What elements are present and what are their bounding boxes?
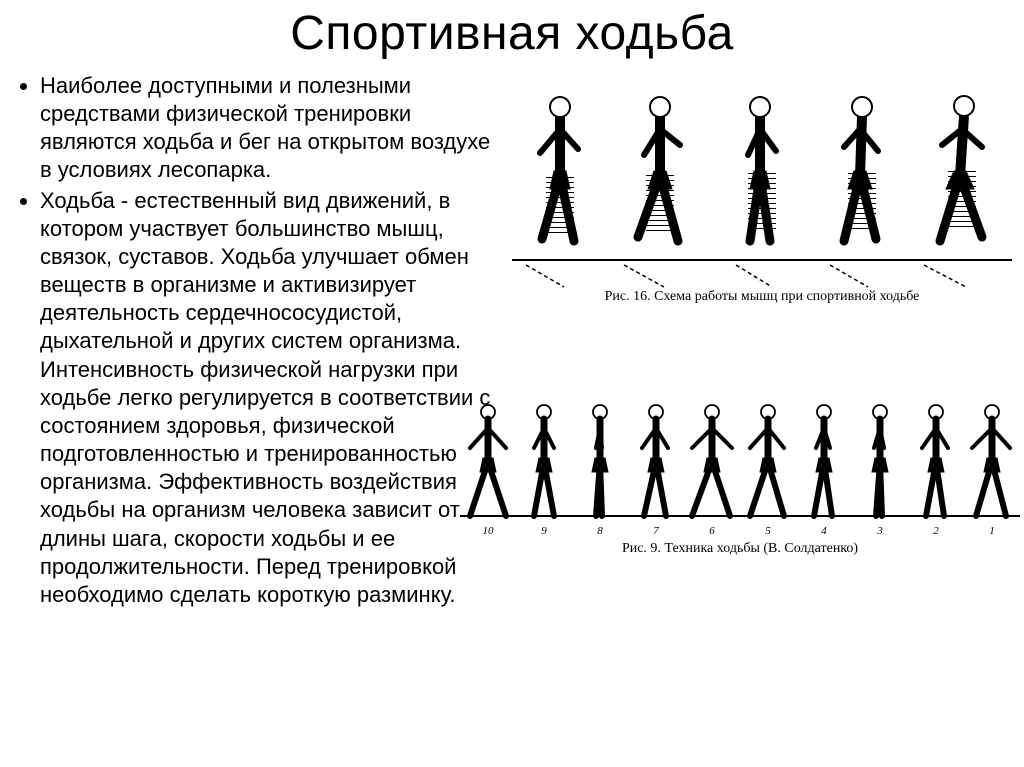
slide: Спортивная ходьба Наиболее доступными и … [0, 0, 1024, 767]
body-text: Наиболее доступными и полезными средства… [22, 72, 502, 611]
walker-frame: 6 [688, 400, 736, 535]
walker-frame: 7 [632, 400, 680, 535]
walker-frame: 4 [800, 400, 848, 535]
figure-walking-technique: 1 2 [460, 380, 1020, 557]
bullet-item: Ходьба - естественный вид движений, в ко… [40, 187, 502, 609]
walker-frame: 3 [856, 400, 904, 535]
figure1-canvas [512, 78, 1012, 283]
bullet-list: Наиболее доступными и полезными средства… [22, 72, 502, 609]
figure2-caption: Рис. 9. Техника ходьбы (В. Солдатенко) [460, 541, 1020, 557]
page-title: Спортивная ходьба [0, 6, 1024, 61]
walker-frame: 10 [464, 400, 512, 535]
walker-frame: 1 [968, 400, 1016, 535]
figure2-canvas: 1 2 [460, 380, 1020, 535]
bullet-item: Наиболее доступными и полезными средства… [40, 72, 502, 185]
walker-frame: 2 [912, 400, 960, 535]
walker-frame: 5 [744, 400, 792, 535]
walker-frame: 8 [576, 400, 624, 535]
figure-muscle-scheme: Рис. 16. Схема работы мышц при спортивно… [512, 78, 1012, 305]
walker-frame: 9 [520, 400, 568, 535]
figure1-caption: Рис. 16. Схема работы мышц при спортивно… [512, 289, 1012, 305]
